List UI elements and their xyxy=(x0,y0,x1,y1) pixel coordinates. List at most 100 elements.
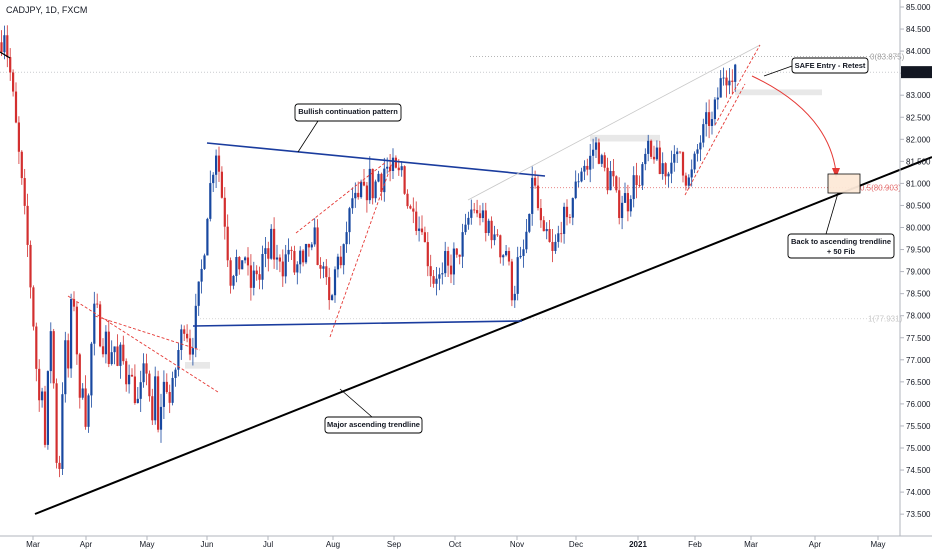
candle-body xyxy=(542,220,545,232)
price-tick-label: 80.000 xyxy=(906,224,931,233)
candle-body xyxy=(470,209,473,218)
candle-body xyxy=(545,229,548,232)
candle-body xyxy=(638,185,641,186)
candle-body xyxy=(217,155,221,172)
candle-body xyxy=(113,346,116,353)
candle-body xyxy=(693,153,696,170)
candle-body xyxy=(61,394,64,469)
candle-body xyxy=(734,64,737,82)
candle-body xyxy=(644,153,647,165)
candle-body xyxy=(151,396,154,421)
candle-body xyxy=(90,343,93,396)
price-tick-label: 78.500 xyxy=(906,290,931,299)
candle-body xyxy=(287,249,290,255)
candle-body xyxy=(397,167,400,171)
candle-body xyxy=(139,382,142,399)
callout-text: SAFE Entry - Retest xyxy=(795,61,866,70)
candle-body xyxy=(96,303,99,305)
candle-body xyxy=(154,376,157,421)
pattern-lower-line xyxy=(192,320,523,327)
candle-body xyxy=(194,305,197,349)
candle-body xyxy=(336,256,339,270)
candle-body xyxy=(484,210,487,234)
candle-body xyxy=(571,198,574,218)
time-tick-label: Oct xyxy=(449,540,462,549)
candle-body xyxy=(99,304,102,347)
candle-body xyxy=(188,338,192,355)
candle-body xyxy=(281,261,284,277)
candle-body xyxy=(623,193,627,203)
candle-body xyxy=(664,163,667,177)
candle-body xyxy=(273,228,276,260)
target-arrow-path xyxy=(751,75,837,173)
candle-body xyxy=(444,251,447,274)
candle-body xyxy=(449,265,453,275)
candle-body xyxy=(597,142,600,164)
candle-body xyxy=(17,122,20,152)
callout-box xyxy=(787,233,895,259)
time-tick-label: May xyxy=(870,540,885,549)
candle-body xyxy=(235,257,238,276)
candle-body xyxy=(258,274,261,280)
candle-body xyxy=(565,206,569,218)
candle-body xyxy=(52,331,55,384)
price-tick-label: 78.000 xyxy=(906,312,931,321)
candle-body xyxy=(328,277,331,301)
zone-box xyxy=(590,134,660,142)
candle-body xyxy=(389,166,392,172)
candle-body xyxy=(302,250,305,263)
rising-channel-line xyxy=(329,162,393,338)
candle-body xyxy=(365,185,368,201)
candle-body xyxy=(165,381,168,393)
candle-body xyxy=(14,91,18,123)
candle-body xyxy=(299,250,302,265)
candle-body xyxy=(191,348,194,355)
candle-body xyxy=(148,373,151,397)
price-tick-label: 85.000 xyxy=(906,3,931,12)
candle-body xyxy=(641,164,644,186)
start-marker-line xyxy=(0,51,11,59)
candle-body xyxy=(705,112,708,125)
candle-body xyxy=(519,255,522,258)
candle-body xyxy=(81,388,84,398)
candle-body xyxy=(64,340,67,395)
candle-body xyxy=(345,232,348,245)
candle-body xyxy=(435,278,438,284)
candle-body xyxy=(681,152,685,176)
candle-body xyxy=(232,275,235,286)
candle-body xyxy=(487,220,490,234)
candle-body xyxy=(46,371,49,445)
candle-body xyxy=(261,253,264,280)
candle-body xyxy=(223,197,226,227)
candle-body xyxy=(72,299,76,307)
candle-body xyxy=(70,299,73,369)
candle-body xyxy=(473,209,476,211)
time-tick-label: Nov xyxy=(510,540,524,549)
candle-body xyxy=(621,202,624,219)
major-ascending-trendline xyxy=(34,156,932,515)
time-tick-label: Jul xyxy=(263,540,273,549)
rising-channel-line xyxy=(714,44,761,126)
candle-body xyxy=(400,166,403,171)
candle-body xyxy=(319,264,322,269)
time-tick-label: Feb xyxy=(688,540,702,549)
candle-body xyxy=(716,97,719,100)
zone-box xyxy=(185,362,210,369)
candle-body xyxy=(32,287,35,327)
candle-body xyxy=(412,208,415,212)
candle-body xyxy=(432,276,435,284)
candle-body xyxy=(351,198,354,209)
candle-body xyxy=(722,77,725,79)
callout-box xyxy=(324,416,423,434)
falling-channel-line xyxy=(94,315,201,351)
candle-body xyxy=(441,273,444,275)
candle-body xyxy=(316,227,319,265)
candle-body xyxy=(183,329,186,334)
candle-body xyxy=(360,181,363,198)
candle-body xyxy=(278,257,281,262)
time-tick-label: 2021 xyxy=(629,540,647,549)
candle-body xyxy=(589,155,592,170)
candle-body xyxy=(699,142,702,150)
candle-body xyxy=(38,368,41,401)
candle-body xyxy=(632,175,635,200)
